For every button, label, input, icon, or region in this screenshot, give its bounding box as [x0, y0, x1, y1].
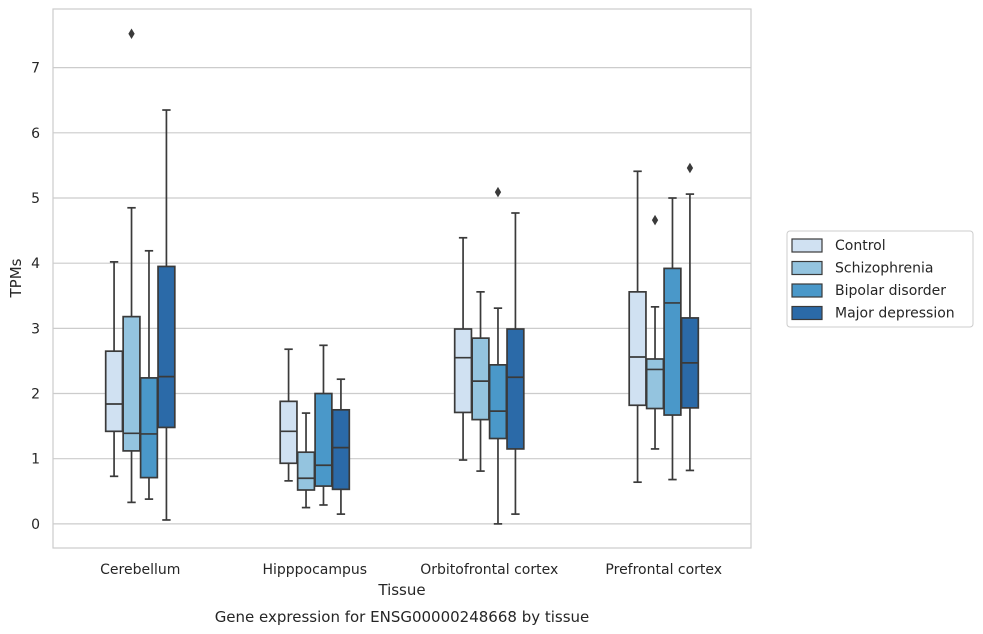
legend-swatch	[791, 283, 823, 298]
plot-frame	[52, 8, 752, 549]
box-3-2	[471, 291, 490, 472]
box-body	[506, 328, 525, 450]
outlier-marker	[128, 28, 135, 40]
box-body	[122, 315, 141, 452]
boxplots	[104, 28, 700, 525]
y-tick-label: 3	[31, 321, 40, 337]
box-body	[296, 451, 316, 491]
box-body	[331, 408, 351, 491]
y-tick-label: 2	[31, 387, 40, 403]
legend-label: Bipolar disorder	[835, 283, 946, 299]
box-1-4	[157, 109, 176, 521]
x-tick-label: Cerebellum	[100, 562, 180, 578]
box-3-4	[506, 212, 525, 515]
x-tick-label: Prefrontal cortex	[605, 562, 722, 578]
legend-swatch	[791, 305, 823, 321]
y-tick-labels: 0 1 2 3 4 5 6 7	[31, 61, 40, 533]
legend: Control Schizophrenia Bipolar disorder Majo…	[786, 230, 974, 328]
box-body	[453, 328, 473, 414]
box-3-1	[453, 236, 473, 461]
box-2-3	[314, 344, 333, 506]
y-tick-label: 7	[31, 61, 40, 77]
legend-swatch	[791, 238, 823, 253]
box-2-1	[279, 348, 298, 482]
box-1-2	[122, 28, 141, 504]
box-body	[471, 337, 490, 421]
box-body	[279, 400, 298, 465]
y-tick-label: 6	[31, 126, 40, 142]
legend-label: Schizophrenia	[835, 261, 933, 277]
y-tick-label: 5	[31, 191, 40, 207]
x-axis-label: Tissue	[377, 581, 425, 599]
box-2-2	[296, 412, 316, 509]
legend-label: Control	[835, 238, 886, 254]
legend-label: Major depression	[835, 306, 955, 322]
chart-caption: Gene expression for ENSG00000248668 by t…	[215, 608, 590, 626]
y-tick-label: 1	[31, 452, 40, 468]
box-4-2	[645, 214, 665, 450]
box-body	[645, 358, 665, 410]
legend-swatch	[791, 260, 823, 276]
box-body	[139, 377, 159, 479]
box-body	[663, 267, 682, 416]
box-1-3	[139, 249, 159, 500]
y-tick-label: 4	[31, 256, 40, 272]
box-2-4	[331, 378, 351, 515]
box-body	[314, 392, 333, 487]
outlier-marker	[686, 162, 694, 174]
box-body	[157, 265, 176, 429]
box-4-4	[680, 162, 700, 472]
x-tick-labels: Cerebellum Hipppocampus Orbitofrontal cort…	[100, 562, 722, 578]
box-body	[628, 291, 647, 407]
box-body	[488, 364, 508, 440]
y-tick-label: 0	[31, 517, 40, 533]
box-4-1	[628, 170, 647, 484]
x-tick-label: Hipppocampus	[262, 562, 367, 578]
legend-frame	[786, 230, 974, 328]
box-4-3	[663, 197, 682, 481]
box-3-3	[488, 186, 508, 525]
x-tick-label: Orbitofrontal cortex	[420, 562, 558, 578]
y-axis-label: TPMs	[7, 258, 25, 298]
box-body	[104, 350, 124, 433]
outlier-marker	[651, 214, 659, 226]
box-1-1	[104, 261, 124, 478]
outlier-marker	[494, 186, 502, 198]
